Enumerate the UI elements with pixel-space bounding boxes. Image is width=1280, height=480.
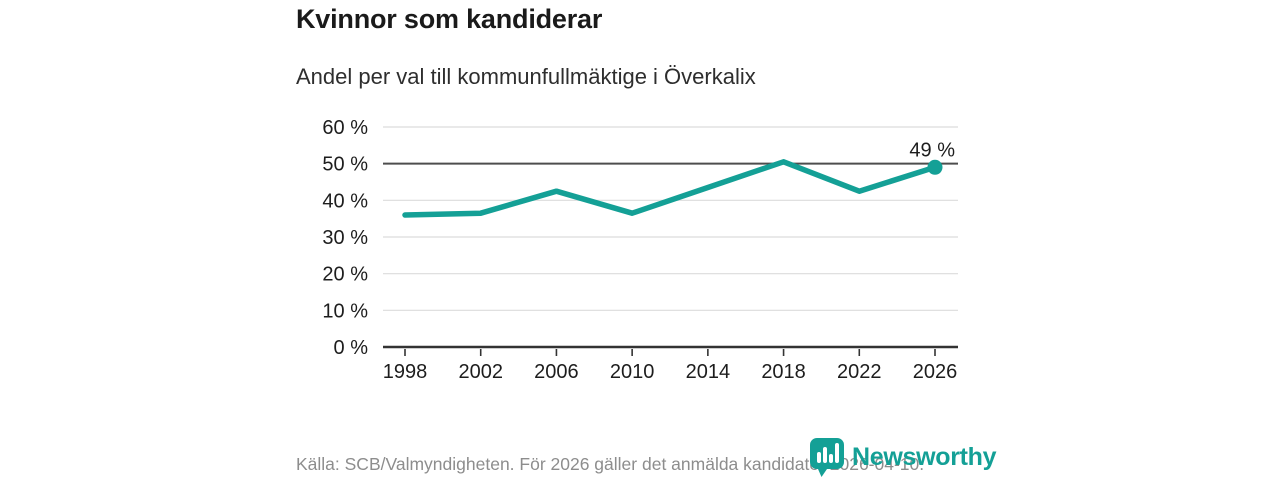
y-tick-label: 0 %: [334, 337, 369, 359]
y-tick-label: 40 %: [322, 190, 368, 212]
series-line: [402, 159, 938, 218]
y-tick-label: 60 %: [322, 117, 368, 139]
y-tick-label: 50 %: [322, 154, 368, 176]
x-tick-label: 2014: [686, 361, 731, 383]
y-tick-label: 10 %: [322, 300, 368, 322]
y-tick-label: 30 %: [322, 227, 368, 249]
x-tick-label: 2002: [458, 361, 503, 383]
newsworthy-badge-icon: [810, 438, 844, 477]
y-tick-label: 20 %: [322, 264, 368, 286]
x-tick-label: 2018: [761, 361, 806, 383]
x-tick-label: 1998: [383, 361, 428, 383]
x-tick-label: 2026: [913, 361, 958, 383]
source-note: Källa: SCB/Valmyndigheten. För 2026 gäll…: [296, 454, 925, 474]
chart-subtitle: Andel per val till kommunfullmäktige i Ö…: [296, 64, 756, 89]
x-tick-label: 2006: [534, 361, 579, 383]
chart-title: Kvinnor som kandiderar: [296, 4, 603, 34]
x-tick-label: 2010: [610, 361, 655, 383]
end-point-label: 49 %: [909, 139, 955, 161]
end-point-dot: [927, 159, 943, 175]
newsworthy-wordmark: Newsworthy: [852, 443, 997, 471]
x-tick-label: 2022: [837, 361, 882, 383]
newsworthy-logo[interactable]: Newsworthy: [810, 438, 997, 477]
